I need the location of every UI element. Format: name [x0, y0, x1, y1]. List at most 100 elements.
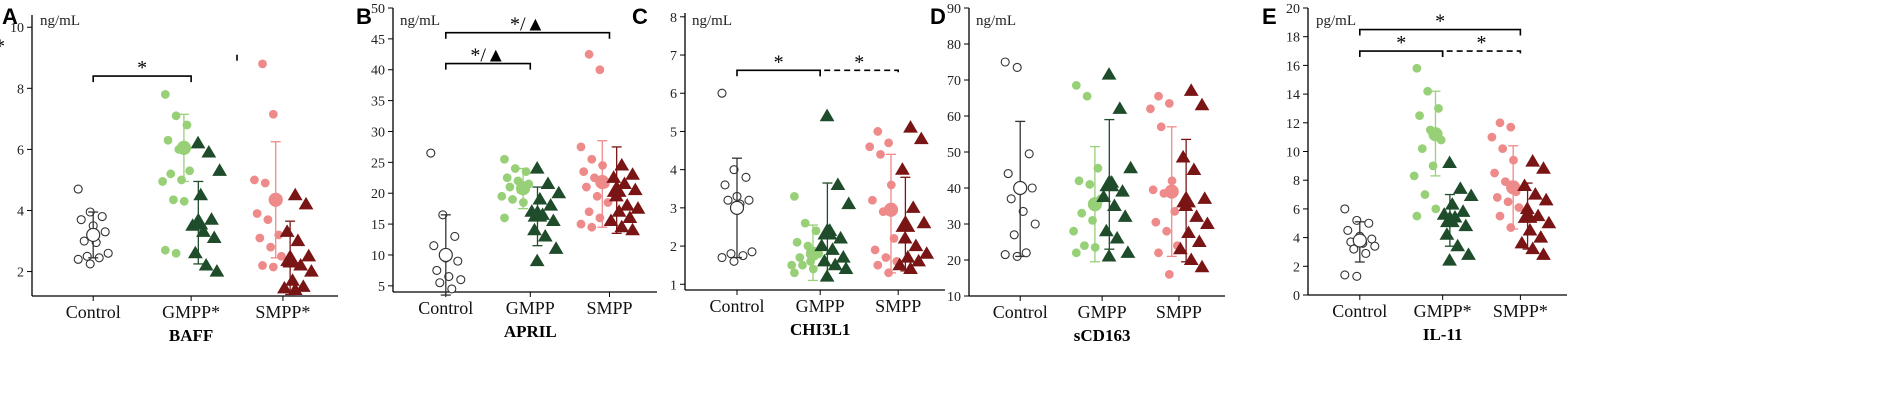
- data-point-circle: [873, 127, 883, 136]
- data-point-triangle: [1453, 181, 1468, 194]
- y-tick-label: 3: [670, 202, 677, 217]
- data-point-circle: [505, 182, 515, 192]
- data-point-circle: [1503, 197, 1513, 207]
- data-point-circle: [447, 284, 457, 294]
- panel-title: IL-11: [1423, 325, 1463, 344]
- data-point-circle: [1071, 248, 1081, 258]
- mean-marker: [895, 215, 916, 232]
- data-point-circle: [1490, 168, 1499, 178]
- data-point-triangle: [900, 250, 916, 263]
- y-tick-label: 12: [1286, 117, 1300, 132]
- data-point-triangle: [1109, 230, 1125, 244]
- data-point-circle: [258, 59, 267, 69]
- data-point-circle: [1148, 185, 1158, 195]
- data-point-triangle: [825, 242, 840, 255]
- data-point-circle: [252, 209, 262, 218]
- data-point-circle: [1156, 122, 1166, 132]
- data-point-triangle: [287, 282, 303, 295]
- data-point-circle: [500, 154, 509, 164]
- data-point-circle: [1498, 144, 1508, 154]
- data-point-triangle: [630, 201, 646, 214]
- data-point-triangle: [1107, 198, 1122, 212]
- y-tick-label: 4: [670, 164, 677, 179]
- data-point-circle: [798, 260, 807, 270]
- data-point-triangle: [295, 279, 311, 292]
- data-point-triangle: [1536, 161, 1551, 174]
- data-point-circle: [1024, 149, 1034, 159]
- data-point-triangle: [543, 198, 559, 211]
- x-category-label: Control: [709, 296, 764, 316]
- data-point-circle: [1415, 111, 1424, 121]
- data-point-circle: [726, 249, 736, 259]
- data-point-triangle: [527, 222, 542, 236]
- y-tick-label: 70: [947, 74, 961, 89]
- data-point-triangle: [1444, 197, 1460, 210]
- y-tick-label: 14: [1286, 88, 1300, 103]
- significance-bracket: [92, 75, 192, 83]
- data-point-triangle: [903, 120, 918, 133]
- data-point-circle: [1146, 104, 1155, 114]
- mean-marker: [1099, 174, 1120, 192]
- data-point-circle: [268, 262, 278, 272]
- data-point-circle: [587, 222, 597, 232]
- data-point-circle: [1080, 241, 1089, 251]
- data-point-circle: [747, 247, 757, 257]
- y-tick-label: 15: [371, 218, 385, 233]
- significance-label: *: [0, 36, 5, 58]
- y-tick-label: 60: [947, 110, 961, 125]
- data-point-circle: [1434, 104, 1443, 113]
- data-point-circle: [1003, 169, 1013, 179]
- data-point-triangle: [204, 212, 219, 225]
- data-point-circle: [1514, 203, 1524, 212]
- y-tick-label: 5: [378, 280, 385, 295]
- data-point-triangle: [1117, 209, 1133, 222]
- data-point-triangle: [1538, 192, 1554, 206]
- mean-marker: [280, 249, 300, 267]
- data-point-triangle: [304, 264, 319, 277]
- y-tick-label: 10: [371, 249, 385, 264]
- data-point-triangle: [625, 167, 640, 180]
- y-tick-label: 25: [371, 156, 385, 171]
- data-point-circle: [432, 265, 442, 275]
- data-point-circle: [1349, 244, 1359, 254]
- data-point-triangle: [1173, 241, 1188, 255]
- data-point-circle: [1492, 193, 1502, 202]
- data-point-triangle: [1197, 191, 1213, 204]
- data-point-triangle: [1528, 187, 1543, 200]
- data-point-circle: [76, 215, 86, 225]
- y-tick-label: 40: [947, 182, 961, 197]
- x-category-label: GMPP: [796, 296, 845, 316]
- data-point-triangle: [1181, 225, 1196, 239]
- data-point-triangle: [529, 253, 545, 267]
- y-tick-label: 10: [947, 290, 961, 305]
- data-point-circle: [1431, 204, 1441, 214]
- x-category-label: SMPP: [875, 296, 921, 316]
- data-point-triangle: [301, 248, 317, 262]
- y-tick-label: 16: [1286, 59, 1300, 74]
- data-point-triangle: [838, 261, 854, 275]
- data-point-triangle: [1191, 234, 1207, 248]
- y-tick-label: 5: [670, 125, 677, 140]
- y-tick-label: 30: [371, 125, 385, 140]
- data-point-circle: [576, 219, 586, 229]
- unit-label: pg/mL: [1316, 13, 1356, 29]
- y-tick-label: 80: [947, 38, 961, 53]
- data-point-circle: [103, 248, 113, 258]
- significance-bracket: [445, 62, 532, 70]
- data-point-circle: [1412, 63, 1422, 73]
- y-tick-label: 40: [371, 64, 385, 79]
- mean-marker: [1352, 233, 1367, 248]
- mean-marker: [527, 204, 548, 222]
- data-point-circle: [1027, 183, 1037, 193]
- y-tick-label: 6: [1293, 203, 1300, 218]
- y-tick-label: 6: [670, 87, 677, 102]
- data-point-circle: [870, 245, 880, 255]
- data-point-circle: [1071, 81, 1081, 90]
- data-point-triangle: [209, 264, 225, 277]
- data-point-triangle: [1525, 241, 1541, 255]
- y-tick-label: 2: [670, 240, 677, 255]
- data-point-circle: [787, 260, 797, 270]
- data-point-circle: [277, 251, 286, 261]
- data-point-circle: [587, 154, 597, 164]
- mean-marker: [606, 180, 627, 197]
